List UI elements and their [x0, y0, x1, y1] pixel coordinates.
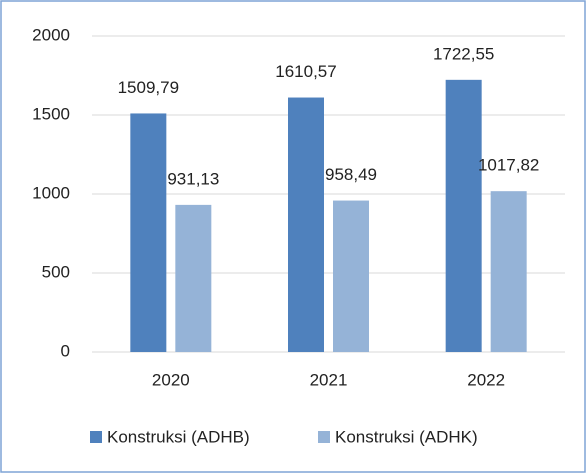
- legend-label: Konstruksi (ADHK): [335, 427, 478, 446]
- legend-swatch: [90, 431, 102, 443]
- bar: [490, 191, 527, 352]
- legend-label: Konstruksi (ADHB): [107, 427, 250, 446]
- y-tick-label: 500: [42, 262, 70, 281]
- x-tick-label: 2020: [152, 370, 190, 389]
- y-tick-label: 2000: [32, 25, 70, 44]
- y-tick-label: 1500: [32, 104, 70, 123]
- bar: [333, 200, 369, 352]
- bar: [288, 97, 324, 352]
- data-label: 1017,82: [478, 156, 539, 175]
- y-tick-label: 0: [61, 341, 70, 360]
- x-tick-label: 2022: [467, 370, 505, 389]
- x-tick-label: 2021: [310, 370, 348, 389]
- y-tick-label: 1000: [32, 183, 70, 202]
- data-label: 1610,57: [275, 62, 336, 81]
- bar: [175, 204, 212, 352]
- data-label: 1509,79: [118, 78, 179, 97]
- data-label: 931,13: [167, 169, 219, 188]
- data-label: 1722,55: [433, 44, 494, 63]
- bar: [445, 79, 482, 352]
- data-label: 958,49: [325, 165, 377, 184]
- bar: [130, 113, 167, 352]
- legend-swatch: [318, 431, 330, 443]
